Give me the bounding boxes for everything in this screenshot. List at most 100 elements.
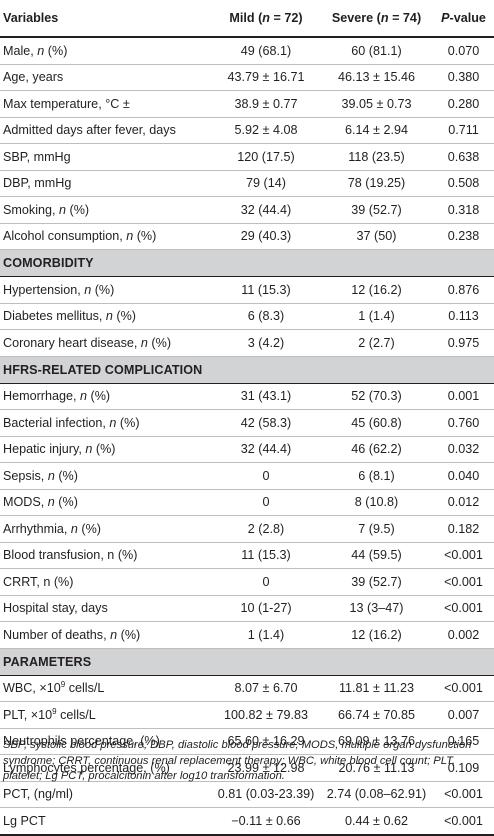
- variable-label: Sepsis,: [3, 468, 48, 483]
- variable-n: n: [110, 627, 118, 642]
- p-value-cell: 0.001: [433, 383, 494, 410]
- p-value-cell: 0.318: [433, 196, 494, 224]
- variable-label: CRRT, n (%): [3, 574, 74, 589]
- variable-label: DBP, mmHg: [3, 176, 72, 191]
- table-row: Hemorrhage, n (%) 31 (43.1) 52 (70.3) 0.001: [0, 383, 494, 410]
- variable-label: Arrhythmia,: [3, 521, 71, 536]
- variable-label: Blood transfusion, n (%): [3, 548, 138, 563]
- variable-unit: (%): [91, 282, 115, 297]
- severe-value-cell: 6 (8.1): [320, 462, 433, 490]
- variable-cell: Male, n (%): [0, 37, 212, 65]
- table-row: Sepsis, n (%) 0 6 (8.1) 0.040: [0, 462, 494, 490]
- table-row: Neutrophils percentage, (%) 65.60 ± 16.29…: [0, 728, 494, 755]
- severe-value-cell: 52 (70.3): [320, 383, 433, 410]
- table-row: Admitted days after fever, days 5.92 ± 4.…: [0, 117, 494, 144]
- severe-value-cell: 8 (10.8): [320, 489, 433, 516]
- variable-cell: Diabetes mellitus, n (%): [0, 303, 212, 330]
- header-p-suffix: -value: [449, 11, 486, 25]
- p-value-cell: 0.638: [433, 143, 494, 171]
- variable-unit: (%): [87, 389, 111, 404]
- mild-value-cell: 1 (1.4): [212, 621, 320, 649]
- variable-unit: (%): [133, 229, 157, 244]
- variable-n: n: [47, 468, 55, 483]
- severe-value-cell: 6.14 ± 2.94: [320, 117, 433, 144]
- variable-cell: Admitted days after fever, days: [0, 117, 212, 144]
- mild-value-cell: 32 (44.4): [212, 436, 320, 463]
- variable-label: PCT, (ng/ml): [3, 787, 73, 802]
- variable-label: Hemorrhage,: [3, 389, 80, 404]
- severe-value-cell: 0.44 ± 0.62: [320, 807, 433, 836]
- table-row: Alcohol consumption, n (%) 29 (40.3) 37 (5…: [0, 223, 494, 250]
- p-value-cell: <0.001: [433, 781, 494, 808]
- variable-n: n: [47, 495, 55, 510]
- table-row: SBP, mmHg 120 (17.5) 118 (23.5) 0.638: [0, 143, 494, 171]
- p-value-cell: 0.040: [433, 462, 494, 490]
- variable-n: n: [80, 389, 88, 404]
- p-value-cell: 0.975: [433, 329, 494, 357]
- variable-label: WBC, ×10: [3, 681, 61, 696]
- mild-value-cell: 0: [212, 489, 320, 516]
- variable-unit: (%): [117, 627, 141, 642]
- mild-value-cell: 49 (68.1): [212, 37, 320, 65]
- table-row: Number of deaths, n (%) 1 (1.4) 12 (16.2) 0…: [0, 621, 494, 649]
- table-row: Lymphocytes percentage, (%) 23.99 ± 12.98…: [0, 754, 494, 782]
- mild-value-cell: 31 (43.1): [212, 383, 320, 410]
- severe-value-cell: 78 (19.25): [320, 170, 433, 197]
- section-comorbidity-row: COMORBIDITY: [0, 249, 494, 277]
- variable-cell: PLT, ×109 cells/L: [0, 701, 212, 729]
- mild-value-cell: 65.60 ± 16.29: [212, 728, 320, 755]
- header-severe: Severe (n = 74): [320, 0, 433, 38]
- severe-value-cell: 60 (81.1): [320, 37, 433, 65]
- mild-value-cell: 6 (8.3): [212, 303, 320, 330]
- variable-label: Max temperature, °C ±: [3, 96, 130, 111]
- header-severe-n: n: [380, 11, 389, 25]
- severe-value-cell: 46.13 ± 15.46: [320, 64, 433, 91]
- variable-cell: Number of deaths, n (%): [0, 621, 212, 649]
- header-mild: Mild (n = 72): [212, 0, 320, 38]
- mild-value-cell: 23.99 ± 12.98: [212, 754, 320, 782]
- header-row: Variables Mild (n = 72) Severe (n = 74) …: [0, 0, 494, 38]
- header-p-value: P-value: [433, 0, 494, 38]
- p-value-cell: 0.380: [433, 64, 494, 91]
- severe-value-cell: 69.09 ± 13.76: [320, 728, 433, 755]
- variable-n: n: [70, 521, 78, 536]
- variable-cell: Hemorrhage, n (%): [0, 383, 212, 410]
- table-row: Coronary heart disease, n (%) 3 (4.2) 2 (2…: [0, 329, 494, 357]
- severe-value-cell: 118 (23.5): [320, 143, 433, 171]
- table-body: Male, n (%) 49 (68.1) 60 (81.1) 0.070 Age, y…: [0, 37, 494, 836]
- variable-cell: Sepsis, n (%): [0, 462, 212, 490]
- mild-value-cell: 10 (1-27): [212, 595, 320, 622]
- variable-label: SBP, mmHg: [3, 149, 71, 164]
- variable-label: Smoking,: [3, 202, 59, 217]
- variable-label: Hospital stay, days: [3, 601, 108, 616]
- variable-label: Alcohol consumption,: [3, 229, 127, 244]
- mild-value-cell: 11 (15.3): [212, 542, 320, 569]
- variable-label: Age, years: [3, 70, 64, 85]
- p-value-cell: 0.182: [433, 515, 494, 543]
- mild-value-cell: 38.9 ± 0.77: [212, 90, 320, 118]
- section-complication-row: HFRS-RELATED COMPLICATION: [0, 355, 494, 384]
- variable-n: n: [59, 202, 67, 217]
- severe-value-cell: 12 (16.2): [320, 621, 433, 649]
- mild-value-cell: 79 (14): [212, 170, 320, 197]
- mild-value-cell: 0: [212, 568, 320, 596]
- variable-unit: cells/L: [56, 707, 96, 722]
- variable-label: Lymphocytes percentage, (%): [3, 760, 170, 775]
- severe-value-cell: 20.76 ± 11.13: [320, 754, 433, 782]
- variable-label: PLT, ×10: [3, 707, 53, 722]
- p-value-cell: 0.012: [433, 489, 494, 516]
- header-mild-label: Mild (: [229, 11, 263, 25]
- table-row: Hospital stay, days 10 (1-27) 13 (3–47) <0.…: [0, 595, 494, 622]
- section-complication-title: HFRS-RELATED COMPLICATION: [0, 355, 494, 384]
- mild-value-cell: 0: [212, 462, 320, 490]
- variable-label: Male,: [3, 43, 38, 58]
- variable-label: Neutrophils percentage, (%): [3, 734, 160, 749]
- table-row: PCT, (ng/ml) 0.81 (0.03-23.39) 2.74 (0.08–…: [0, 781, 494, 808]
- variable-label: Hypertension,: [3, 282, 85, 297]
- table-row: Max temperature, °C ± 38.9 ± 0.77 39.05 ± …: [0, 90, 494, 118]
- variable-unit: (%): [92, 442, 116, 457]
- mild-value-cell: 32 (44.4): [212, 196, 320, 224]
- table-row: Arrhythmia, n (%) 2 (2.8) 7 (9.5) 0.182: [0, 515, 494, 543]
- severe-value-cell: 1 (1.4): [320, 303, 433, 330]
- mild-value-cell: 42 (58.3): [212, 409, 320, 437]
